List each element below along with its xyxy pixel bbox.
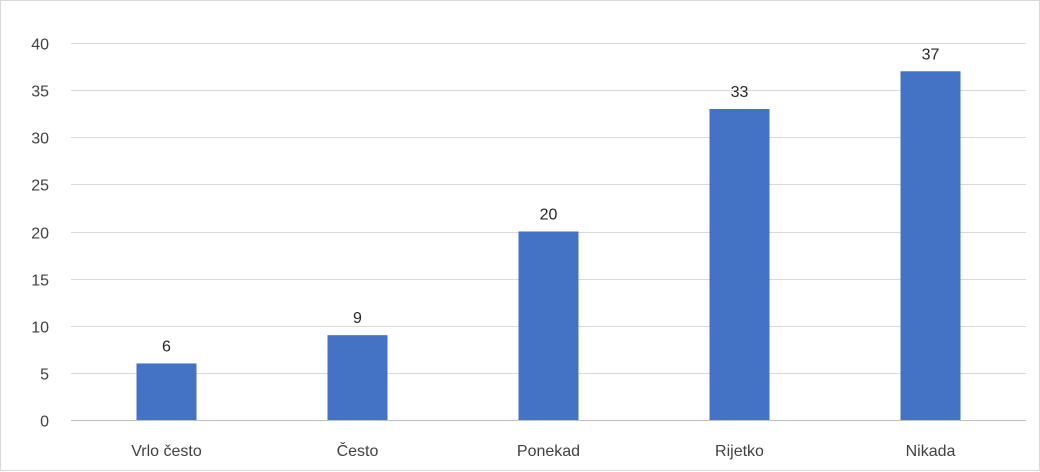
bar-Vrlo često xyxy=(136,363,197,420)
y-axis-ticks: 0 5 10 15 20 25 30 35 40 xyxy=(31,37,49,431)
data-label: 20 xyxy=(540,207,558,224)
x-category-label: Nikada xyxy=(906,443,956,460)
data-label: 37 xyxy=(922,46,940,63)
y-tick-label: 40 xyxy=(31,37,49,54)
x-axis-categories: Vrlo često Često Ponekad Rijetko Nikada xyxy=(131,441,955,460)
x-category-label: Rijetko xyxy=(715,443,764,460)
y-tick-label: 10 xyxy=(31,320,49,337)
data-labels: 6 9 20 33 37 xyxy=(162,46,939,355)
bar-Ponekad xyxy=(518,231,579,420)
data-label: 9 xyxy=(353,310,362,327)
y-tick-label: 5 xyxy=(40,367,49,384)
bar-Često xyxy=(327,335,388,420)
y-tick-label: 20 xyxy=(31,226,49,243)
x-category-label: Vrlo često xyxy=(131,443,202,460)
bar-Rijetko xyxy=(709,108,770,420)
y-tick-label: 15 xyxy=(31,273,49,290)
y-tick-label: 0 xyxy=(40,414,49,431)
bar-Nikada xyxy=(900,71,961,421)
bars xyxy=(136,71,961,421)
y-tick-label: 25 xyxy=(31,178,49,195)
x-category-label: Često xyxy=(337,441,379,460)
y-tick-label: 35 xyxy=(31,84,49,101)
y-tick-label: 30 xyxy=(31,131,49,148)
data-label: 6 xyxy=(162,338,171,355)
data-label: 33 xyxy=(731,84,749,101)
x-category-label: Ponekad xyxy=(517,443,580,460)
